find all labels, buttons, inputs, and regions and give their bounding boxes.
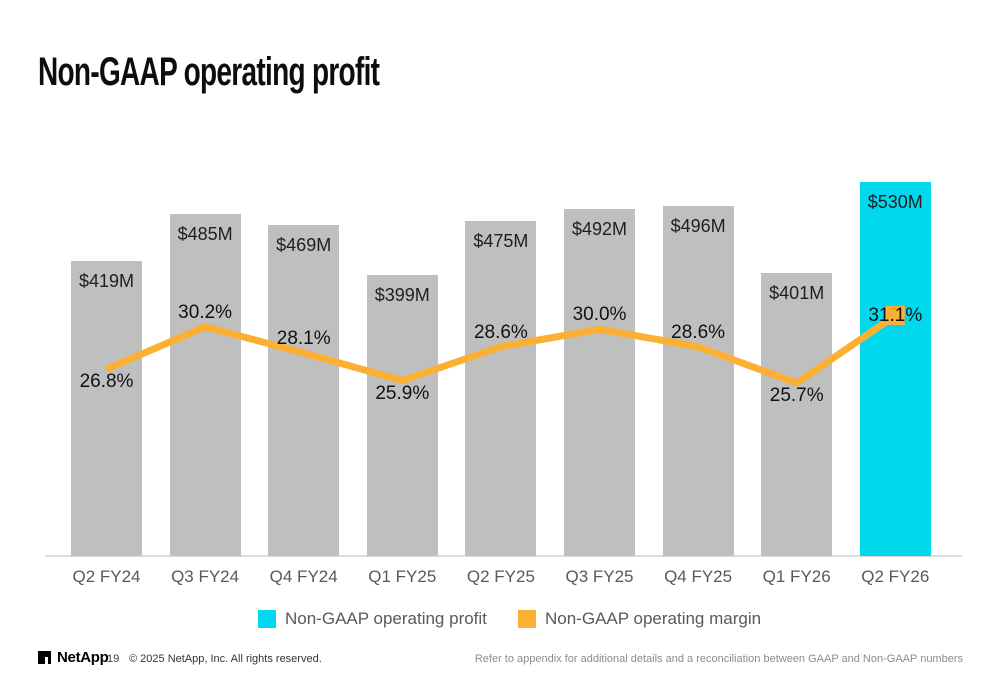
legend-label-profit: Non-GAAP operating profit (285, 609, 487, 628)
x-axis-tick-label: Q3 FY25 (565, 567, 634, 586)
x-axis-tick-label: Q2 FY25 (466, 567, 535, 586)
x-axis-line (45, 555, 962, 557)
bar-value-label: $530M (867, 192, 923, 213)
legend-swatch-margin (518, 610, 536, 628)
slide-footer: NetApp 19 © 2025 NetApp, Inc. All rights… (0, 648, 1000, 670)
margin-value-label: 25.9% (375, 382, 430, 404)
margin-value-label: 31.1% (868, 304, 923, 326)
legend-swatch-profit (258, 610, 276, 628)
bar-q2-fy24 (71, 260, 142, 556)
bar-value-label: $492M (571, 219, 628, 240)
bar-value-label: $496M (670, 216, 726, 237)
margin-value-label: 30.0% (572, 304, 627, 326)
x-axis-tick-label: Q2 FY24 (72, 567, 141, 586)
page-number: 19 (107, 653, 120, 665)
bar-value-label: $401M (769, 283, 825, 304)
x-axis-tick-label: Q4 FY24 (269, 567, 338, 586)
margin-value-label: 25.7% (769, 385, 824, 406)
brand-name: NetApp (57, 649, 109, 666)
legend-item-operating-margin: Non-GAAP operating margin (518, 609, 761, 629)
appendix-note: Refer to appendix for additional details… (474, 653, 963, 665)
x-axis-tick-label: Q3 FY24 (171, 567, 240, 586)
margin-value-label: 28.1% (276, 328, 331, 349)
bar-value-label: $399M (374, 284, 430, 305)
x-axis-tick-label: Q4 FY25 (664, 567, 733, 586)
bar-q3-fy24 (169, 214, 241, 556)
x-axis-tick-label: Q1 FY25 (368, 567, 437, 586)
x-axis-tick-label: Q2 FY26 (861, 567, 930, 586)
bar-value-label: $419M (78, 270, 135, 291)
legend-label-margin: Non-GAAP operating margin (545, 609, 762, 628)
page-title: Non-GAAP operating profit (38, 50, 380, 94)
bar-value-label: $475M (473, 231, 529, 252)
bar-q2-fy25 (465, 221, 537, 556)
margin-value-label: 28.6% (671, 321, 726, 343)
copyright-text: © 2025 NetApp, Inc. All rights reserved. (129, 653, 322, 665)
bar-q1-fy26 (761, 273, 833, 556)
x-axis-tick-label: Q1 FY26 (762, 567, 831, 586)
margin-value-label: 26.8% (79, 371, 134, 393)
legend-item-operating-profit: Non-GAAP operating profit (258, 609, 487, 629)
margin-value-label: 30.2% (178, 301, 233, 323)
bar-q1-fy25 (366, 274, 438, 556)
bar-q3-fy25 (564, 209, 635, 556)
netapp-logo-icon (38, 651, 51, 664)
bar-q4-fy25 (662, 206, 734, 556)
bar-q4-fy24 (268, 225, 340, 556)
margin-value-label: 28.6% (473, 321, 528, 343)
chart-legend: Non-GAAP operating profit Non-GAAP opera… (0, 609, 1000, 633)
bar-q2-fy26 (859, 182, 931, 556)
bar-value-label: $469M (276, 235, 332, 256)
bar-value-label: $485M (177, 224, 233, 245)
